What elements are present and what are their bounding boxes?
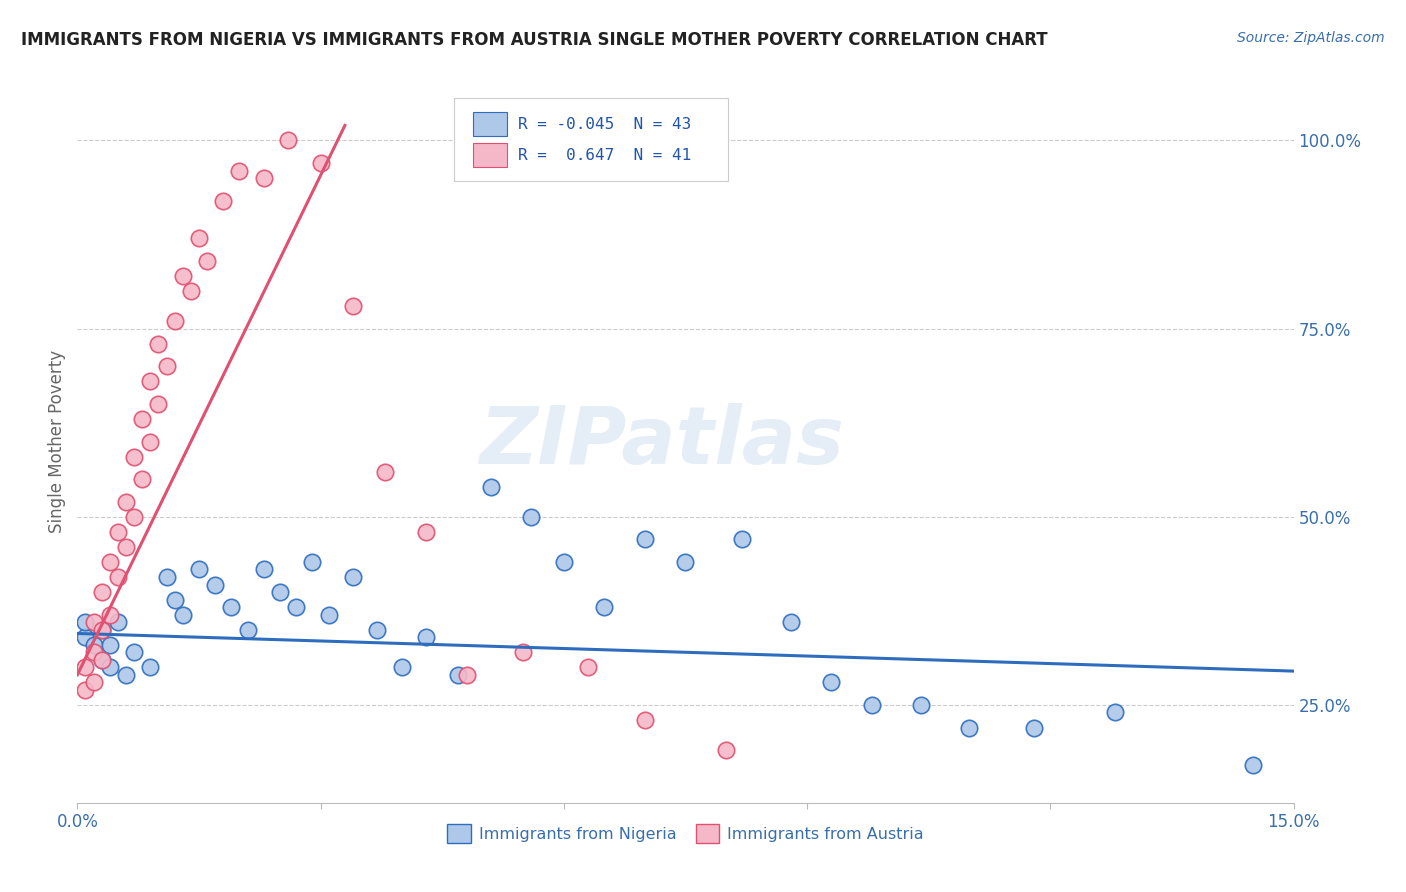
Point [83,615,105,630]
Point [675,555,697,569]
Point [148,336,170,351]
Point [75,615,97,630]
Point [131,412,153,426]
FancyBboxPatch shape [472,143,506,167]
Text: R =  0.647  N = 41: R = 0.647 N = 41 [517,148,690,163]
Text: Source: ZipAtlas.com: Source: ZipAtlas.com [1237,31,1385,45]
Point [301,555,323,569]
Point [75,660,97,674]
Point [90,623,112,637]
Point [83,675,105,690]
Point [374,465,396,479]
Point [195,254,218,268]
Point [155,570,177,584]
Point [122,450,145,464]
Point [188,562,211,576]
Point [107,570,129,584]
Legend: Immigrants from Nigeria, Immigrants from Austria: Immigrants from Nigeria, Immigrants from… [440,818,931,849]
Point [98,555,121,569]
Point [107,615,129,630]
Point [391,660,413,674]
Point [342,299,364,313]
Point [447,668,470,682]
Point [122,645,145,659]
Point [172,607,194,622]
Point [820,675,842,690]
Point [520,509,543,524]
Point [634,533,657,547]
Point [415,524,437,539]
Point [634,713,657,727]
Point [318,607,340,622]
Point [139,375,162,389]
Point [163,592,186,607]
Point [253,562,276,576]
Point [155,359,177,374]
Point [366,623,388,637]
Point [342,570,364,584]
Point [139,660,162,674]
Point [98,607,121,622]
Point [576,660,599,674]
Point [731,533,754,547]
Point [148,397,170,411]
Point [115,494,138,508]
Point [212,194,235,208]
Point [115,668,138,682]
Point [90,653,112,667]
Point [115,540,138,554]
Point [107,524,129,539]
Point [236,623,259,637]
Point [83,638,105,652]
Point [860,698,883,712]
Point [221,600,243,615]
Point [163,314,186,328]
Point [180,284,202,298]
Point [269,585,291,599]
Point [122,509,145,524]
Point [139,434,162,449]
Point [553,555,575,569]
Point [83,645,105,659]
Point [593,600,616,615]
Point [779,615,801,630]
Point [957,721,980,735]
Point [277,133,299,147]
Point [75,630,97,644]
Point [714,743,737,757]
Point [75,682,97,697]
Point [479,480,502,494]
Point [98,660,121,674]
Point [98,638,121,652]
Text: R = -0.045  N = 43: R = -0.045 N = 43 [517,117,690,132]
Point [204,577,226,591]
Point [131,472,153,486]
Point [456,668,478,682]
Point [253,171,276,186]
Point [90,585,112,599]
Point [1241,758,1264,772]
Point [512,645,534,659]
Point [1022,721,1045,735]
Point [172,268,194,283]
Point [90,653,112,667]
Point [285,600,308,615]
Y-axis label: Single Mother Poverty: Single Mother Poverty [48,350,66,533]
Text: ZIPatlas: ZIPatlas [478,402,844,481]
Point [228,163,250,178]
Point [309,156,332,170]
Point [90,623,112,637]
Point [415,630,437,644]
Point [910,698,932,712]
Text: IMMIGRANTS FROM NIGERIA VS IMMIGRANTS FROM AUSTRIA SINGLE MOTHER POVERTY CORRELA: IMMIGRANTS FROM NIGERIA VS IMMIGRANTS FR… [21,31,1047,49]
FancyBboxPatch shape [472,112,506,136]
FancyBboxPatch shape [454,98,728,181]
Point [1104,706,1126,720]
Point [188,231,211,245]
